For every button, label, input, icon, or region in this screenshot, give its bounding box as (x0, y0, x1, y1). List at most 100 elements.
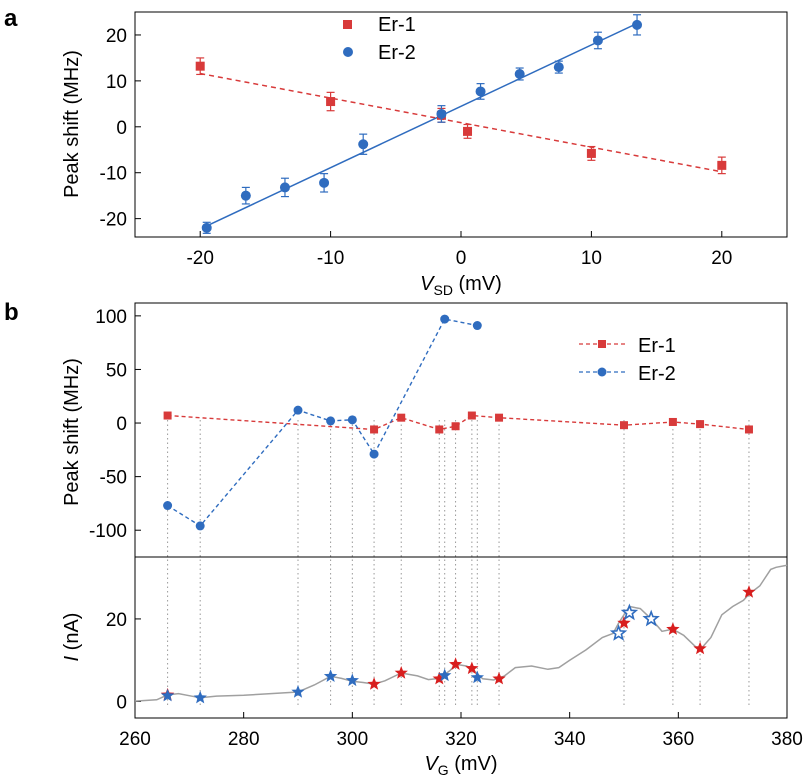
legend-label-er1: Er-1 (378, 14, 416, 36)
panel-a-legend: Er-1 Er-2 (343, 14, 416, 64)
legend-label-er1-b: Er-1 (638, 335, 676, 357)
star-marker-er2 (193, 690, 207, 704)
data-point-er-2 (201, 222, 212, 233)
panel-a-x-ticks: -20 -10 0 10 20 (186, 231, 732, 269)
legend-marker-er1 (343, 20, 352, 29)
star-marker-er1 (448, 657, 463, 670)
data-point-er-2 (195, 521, 205, 531)
data-point-er-2 (279, 182, 290, 193)
data-point-er-2 (163, 501, 173, 511)
open-star-marker-er2 (620, 603, 639, 621)
data-point-er-2 (326, 416, 336, 426)
data-point-er-1 (696, 420, 705, 429)
panel-b-top-series (163, 314, 753, 531)
star-marker-er2 (323, 669, 338, 682)
x-tick-label: -10 (317, 248, 344, 269)
x-tick-label: 340 (554, 729, 586, 750)
legend-marker-er1-b (598, 340, 606, 348)
panel-b-frame (134, 302, 788, 719)
data-point-er-1 (620, 421, 628, 430)
legend-label-er2-b: Er-2 (638, 363, 676, 385)
star-marker-er1 (465, 661, 479, 675)
star-marker-er2 (291, 685, 305, 698)
panel-b-star-markers (160, 585, 756, 704)
y-tick-label: -10 (100, 164, 127, 185)
star-marker-er1 (367, 677, 381, 690)
panel-a-fit-lines (200, 22, 722, 227)
x-tick-label: 20 (711, 248, 732, 269)
data-point-er-2 (514, 68, 525, 79)
open-star-marker-er2 (642, 609, 660, 627)
data-point-er-2 (293, 405, 303, 415)
data-point-er-2 (475, 86, 486, 97)
current-trace (134, 564, 788, 702)
data-point-er-2 (319, 177, 330, 188)
panel-b-current-trace (134, 564, 788, 702)
y-tick-label: 50 (106, 360, 127, 381)
star-marker-er1 (492, 671, 506, 685)
panel-b-top-y-axis-label: Peak shift (MHz) (61, 358, 83, 506)
panel-b-x-ticks: 260 280 300 320 340 360 380 (119, 712, 803, 750)
x-tick-label: 300 (336, 729, 368, 750)
open-star-marker-er2 (609, 624, 628, 641)
legend-label-er2: Er-2 (378, 42, 416, 64)
x-tick-label: 10 (581, 248, 602, 269)
x-tick-label: 320 (445, 729, 477, 750)
panel-a-frame (134, 11, 788, 238)
panel-b-label: b (4, 299, 19, 326)
data-point-er-2 (358, 139, 369, 150)
y-tick-label: 0 (116, 692, 127, 713)
star-marker-er1 (742, 585, 756, 598)
series-line-er-1 (167, 414, 750, 431)
panel-a-x-axis-label: VSD (mV) (420, 273, 502, 298)
x-tick-label: 280 (228, 729, 260, 750)
star-marker-er1 (666, 622, 680, 635)
data-point-er-1 (668, 417, 677, 426)
data-point-er-1 (435, 425, 444, 434)
panel-a-y-axis-label: Peak shift (MHz) (61, 50, 83, 198)
data-point-er-2 (632, 19, 643, 30)
data-point-er-1 (451, 422, 460, 431)
data-point-er-1 (163, 411, 172, 420)
y-tick-label: 0 (116, 118, 127, 139)
star-marker-er1 (617, 616, 631, 629)
star-marker-er1 (394, 666, 408, 679)
panel-b-x-axis-label: VG (mV) (424, 753, 497, 777)
data-point-er-2 (369, 449, 379, 459)
panel-b-top-y-ticks: 100 50 0 -50 -100 (89, 307, 141, 542)
y-tick-label: 20 (106, 26, 127, 47)
x-tick-label: 380 (771, 729, 803, 750)
x-tick-label: -20 (186, 248, 213, 269)
panel-b-legend: Er-1 Er-2 (579, 335, 676, 385)
data-point-er-2 (240, 190, 251, 201)
y-tick-label: 0 (116, 414, 127, 435)
y-tick-label: -100 (89, 521, 127, 542)
star-marker-er1 (693, 641, 707, 655)
data-point-er-1 (586, 148, 596, 158)
series-line-er-2 (167, 318, 478, 527)
y-tick-label: -50 (100, 468, 127, 489)
panel-b-bottom-y-axis-label: I (nA) (61, 613, 83, 662)
data-point-er-1 (467, 411, 476, 420)
y-tick-label: 10 (106, 72, 127, 93)
data-point-er-1 (397, 413, 406, 422)
panel-a-series (195, 14, 727, 234)
data-point-er-1 (744, 425, 753, 434)
data-point-er-2 (592, 35, 603, 46)
data-point-er-2 (440, 314, 450, 324)
data-point-er-1 (717, 160, 727, 170)
star-marker-er2 (438, 668, 452, 682)
x-tick-label: 0 (456, 248, 467, 269)
panel-a-chart: -20 -10 0 10 20 -20 -10 0 10 20 Er-1 Er-2 VSD (m… (61, 11, 788, 298)
y-tick-label: 100 (95, 307, 127, 328)
star-marker-er2 (470, 670, 484, 684)
data-point-er-1 (463, 126, 473, 136)
data-point-er-2 (553, 62, 564, 73)
x-tick-label: 360 (662, 729, 694, 750)
fit-line-er-2 (206, 22, 638, 227)
star-marker-er2 (160, 688, 175, 702)
data-point-er-1 (495, 413, 504, 422)
data-point-er-1 (326, 97, 336, 107)
legend-marker-er2 (343, 47, 353, 57)
